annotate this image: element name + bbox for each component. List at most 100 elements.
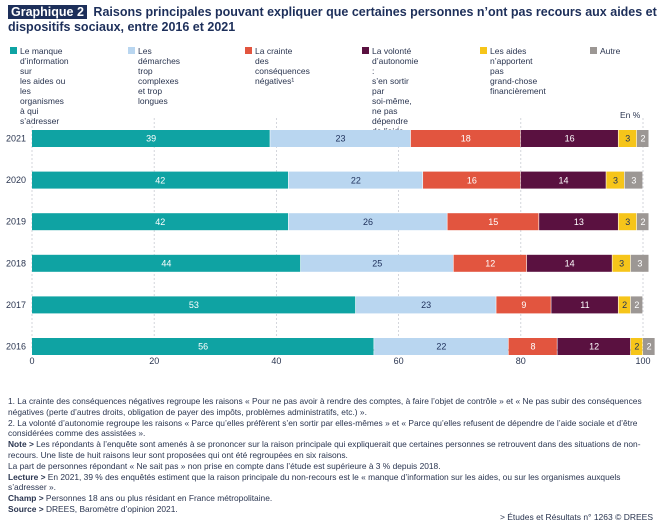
note-text: Les répondants à l’enquête sont amenés à… xyxy=(8,439,641,460)
data-label-2020-s1: 22 xyxy=(351,175,361,185)
bar-segment-2018-s4 xyxy=(612,254,631,272)
bar-segment-2017-s5 xyxy=(630,296,643,314)
data-label-2019-s4: 3 xyxy=(625,217,630,227)
x-tick-label-40: 40 xyxy=(271,356,281,366)
bar-segment-2018-s3 xyxy=(526,254,612,272)
x-tick-label-60: 60 xyxy=(394,356,404,366)
note-paragraph-2: La part de personnes répondant « Ne sait… xyxy=(8,460,441,471)
legend-label: Le manque d’information sur les aides ou… xyxy=(20,46,69,126)
y-category-label-2020: 2020 xyxy=(6,175,26,185)
data-label-2019-s1: 26 xyxy=(363,217,373,227)
y-category-label-2016: 2016 xyxy=(6,342,26,352)
x-tick-label-100: 100 xyxy=(635,356,650,366)
y-category-label-2017: 2017 xyxy=(6,300,26,310)
bar-segment-2018-s1 xyxy=(300,254,453,272)
bar-segment-2019-s3 xyxy=(539,213,618,231)
x-tick-label-80: 80 xyxy=(516,356,526,366)
legend-label: Autre xyxy=(600,46,621,56)
data-label-2018-s3: 14 xyxy=(565,259,575,269)
data-label-2020-s4: 3 xyxy=(613,175,618,185)
y-category-label-2021: 2021 xyxy=(6,134,26,144)
data-label-2018-s5: 3 xyxy=(637,259,642,269)
footnote-2: 2. La volonté d’autonomie regroupe les r… xyxy=(8,417,638,439)
data-label-2021-s3: 16 xyxy=(565,134,575,144)
title-text: Raisons principales pouvant expliquer qu… xyxy=(8,5,657,34)
bar-segment-2020-s1 xyxy=(288,171,423,189)
lecture-label: Lecture > xyxy=(8,471,46,482)
champ-paragraph: Champ > Personnes 18 ans ou plus résidan… xyxy=(8,493,658,504)
data-label-2017-s2: 9 xyxy=(521,300,526,310)
legend-swatch xyxy=(10,47,17,54)
data-label-2017-s5: 2 xyxy=(634,300,639,310)
bar-segment-2016-s2 xyxy=(508,338,557,355)
data-label-2018-s0: 44 xyxy=(161,259,171,269)
source-text: DREES, Baromètre d’opinion 2021. xyxy=(43,503,178,514)
bar-segment-2017-s1 xyxy=(355,296,496,314)
champ-label: Champ > xyxy=(8,493,44,504)
legend-swatch xyxy=(480,47,487,54)
legend-swatch xyxy=(128,47,135,54)
x-tick-label-0: 0 xyxy=(29,356,34,366)
data-label-2019-s5: 2 xyxy=(640,217,645,227)
bar-segment-2016-s1 xyxy=(374,338,508,355)
note-label: Note > xyxy=(8,439,34,450)
bar-segment-2021-s3 xyxy=(520,130,618,147)
legend-label: La crainte des conséquences négatives¹ xyxy=(255,46,310,86)
publication-credit: > Études et Résultats n° 1263 © DREES xyxy=(499,512,653,522)
data-label-2017-s0: 53 xyxy=(189,300,199,310)
data-label-2016-s2: 8 xyxy=(531,342,536,352)
source-paragraph: Source > DREES, Baromètre d’opinion 2021… xyxy=(8,504,658,515)
data-label-2016-s1: 22 xyxy=(436,342,446,352)
data-label-2018-s4: 3 xyxy=(619,259,624,269)
bar-segment-2020-s5 xyxy=(624,171,643,189)
unit-label: En % xyxy=(620,110,641,120)
bar-segment-2020-s0 xyxy=(32,171,289,189)
bar-segment-2020-s2 xyxy=(423,171,521,189)
data-label-2016-s4: 2 xyxy=(634,342,639,352)
data-label-2020-s5: 3 xyxy=(631,175,636,185)
bar-segment-2021-s0 xyxy=(32,130,270,147)
bar-segment-2019-s0 xyxy=(32,213,289,231)
bar-segment-2017-s2 xyxy=(496,296,551,314)
note-paragraph: Note > Les répondants à l’enquête sont a… xyxy=(8,439,658,461)
bar-segment-2017-s3 xyxy=(551,296,618,314)
data-label-2016-s3: 12 xyxy=(589,342,599,352)
footnotes: 1. La crainte des conséquences négatives… xyxy=(8,396,658,515)
bar-segment-2018-s0 xyxy=(32,254,301,272)
champ-text: Personnes 18 ans ou plus résidant en Fra… xyxy=(43,493,273,504)
y-category-label-2018: 2018 xyxy=(6,258,26,268)
bar-segment-2019-s1 xyxy=(288,213,447,231)
bar-segment-2018-s2 xyxy=(453,254,527,272)
bar-segment-2019-s5 xyxy=(636,213,649,231)
chart-title: Graphique 2 Raisons principales pouvant … xyxy=(8,5,658,35)
bar-segment-2016-s4 xyxy=(630,338,643,355)
lecture-paragraph: Lecture > En 2021, 39 % des enquêtés est… xyxy=(8,472,658,494)
data-label-2021-s0: 39 xyxy=(146,134,156,144)
legend-label: Les démarches trop complexes et trop lon… xyxy=(138,46,181,106)
legend: Le manque d’information sur les aides ou… xyxy=(0,46,663,146)
legend-label: Les aides n’apportent pas grand-chose fi… xyxy=(490,46,546,96)
data-label-2021-s5: 2 xyxy=(640,134,645,144)
data-label-2016-s5: 2 xyxy=(647,342,652,352)
legend-swatch xyxy=(590,47,597,54)
data-label-2017-s4: 2 xyxy=(622,300,627,310)
data-label-2016-s0: 56 xyxy=(198,342,208,352)
data-label-2021-s4: 3 xyxy=(625,134,630,144)
bar-segment-2021-s1 xyxy=(270,130,411,147)
bar-segment-2020-s4 xyxy=(606,171,625,189)
data-label-2021-s1: 23 xyxy=(336,134,346,144)
data-label-2020-s0: 42 xyxy=(155,175,165,185)
legend-swatch xyxy=(362,47,369,54)
bar-segment-2021-s4 xyxy=(618,130,637,147)
data-label-2020-s2: 16 xyxy=(467,175,477,185)
source-label: Source > xyxy=(8,503,44,514)
data-label-2017-s3: 11 xyxy=(580,300,589,310)
bar-segment-2018-s5 xyxy=(630,254,649,272)
lecture-text: En 2021, 39 % des enquêtés estiment que … xyxy=(8,471,621,493)
bar-segment-2021-s2 xyxy=(410,130,521,147)
data-label-2018-s2: 12 xyxy=(485,259,495,269)
data-label-2018-s1: 25 xyxy=(372,259,382,269)
bar-segment-2017-s0 xyxy=(32,296,356,314)
bar-segment-2016-s0 xyxy=(32,338,374,355)
